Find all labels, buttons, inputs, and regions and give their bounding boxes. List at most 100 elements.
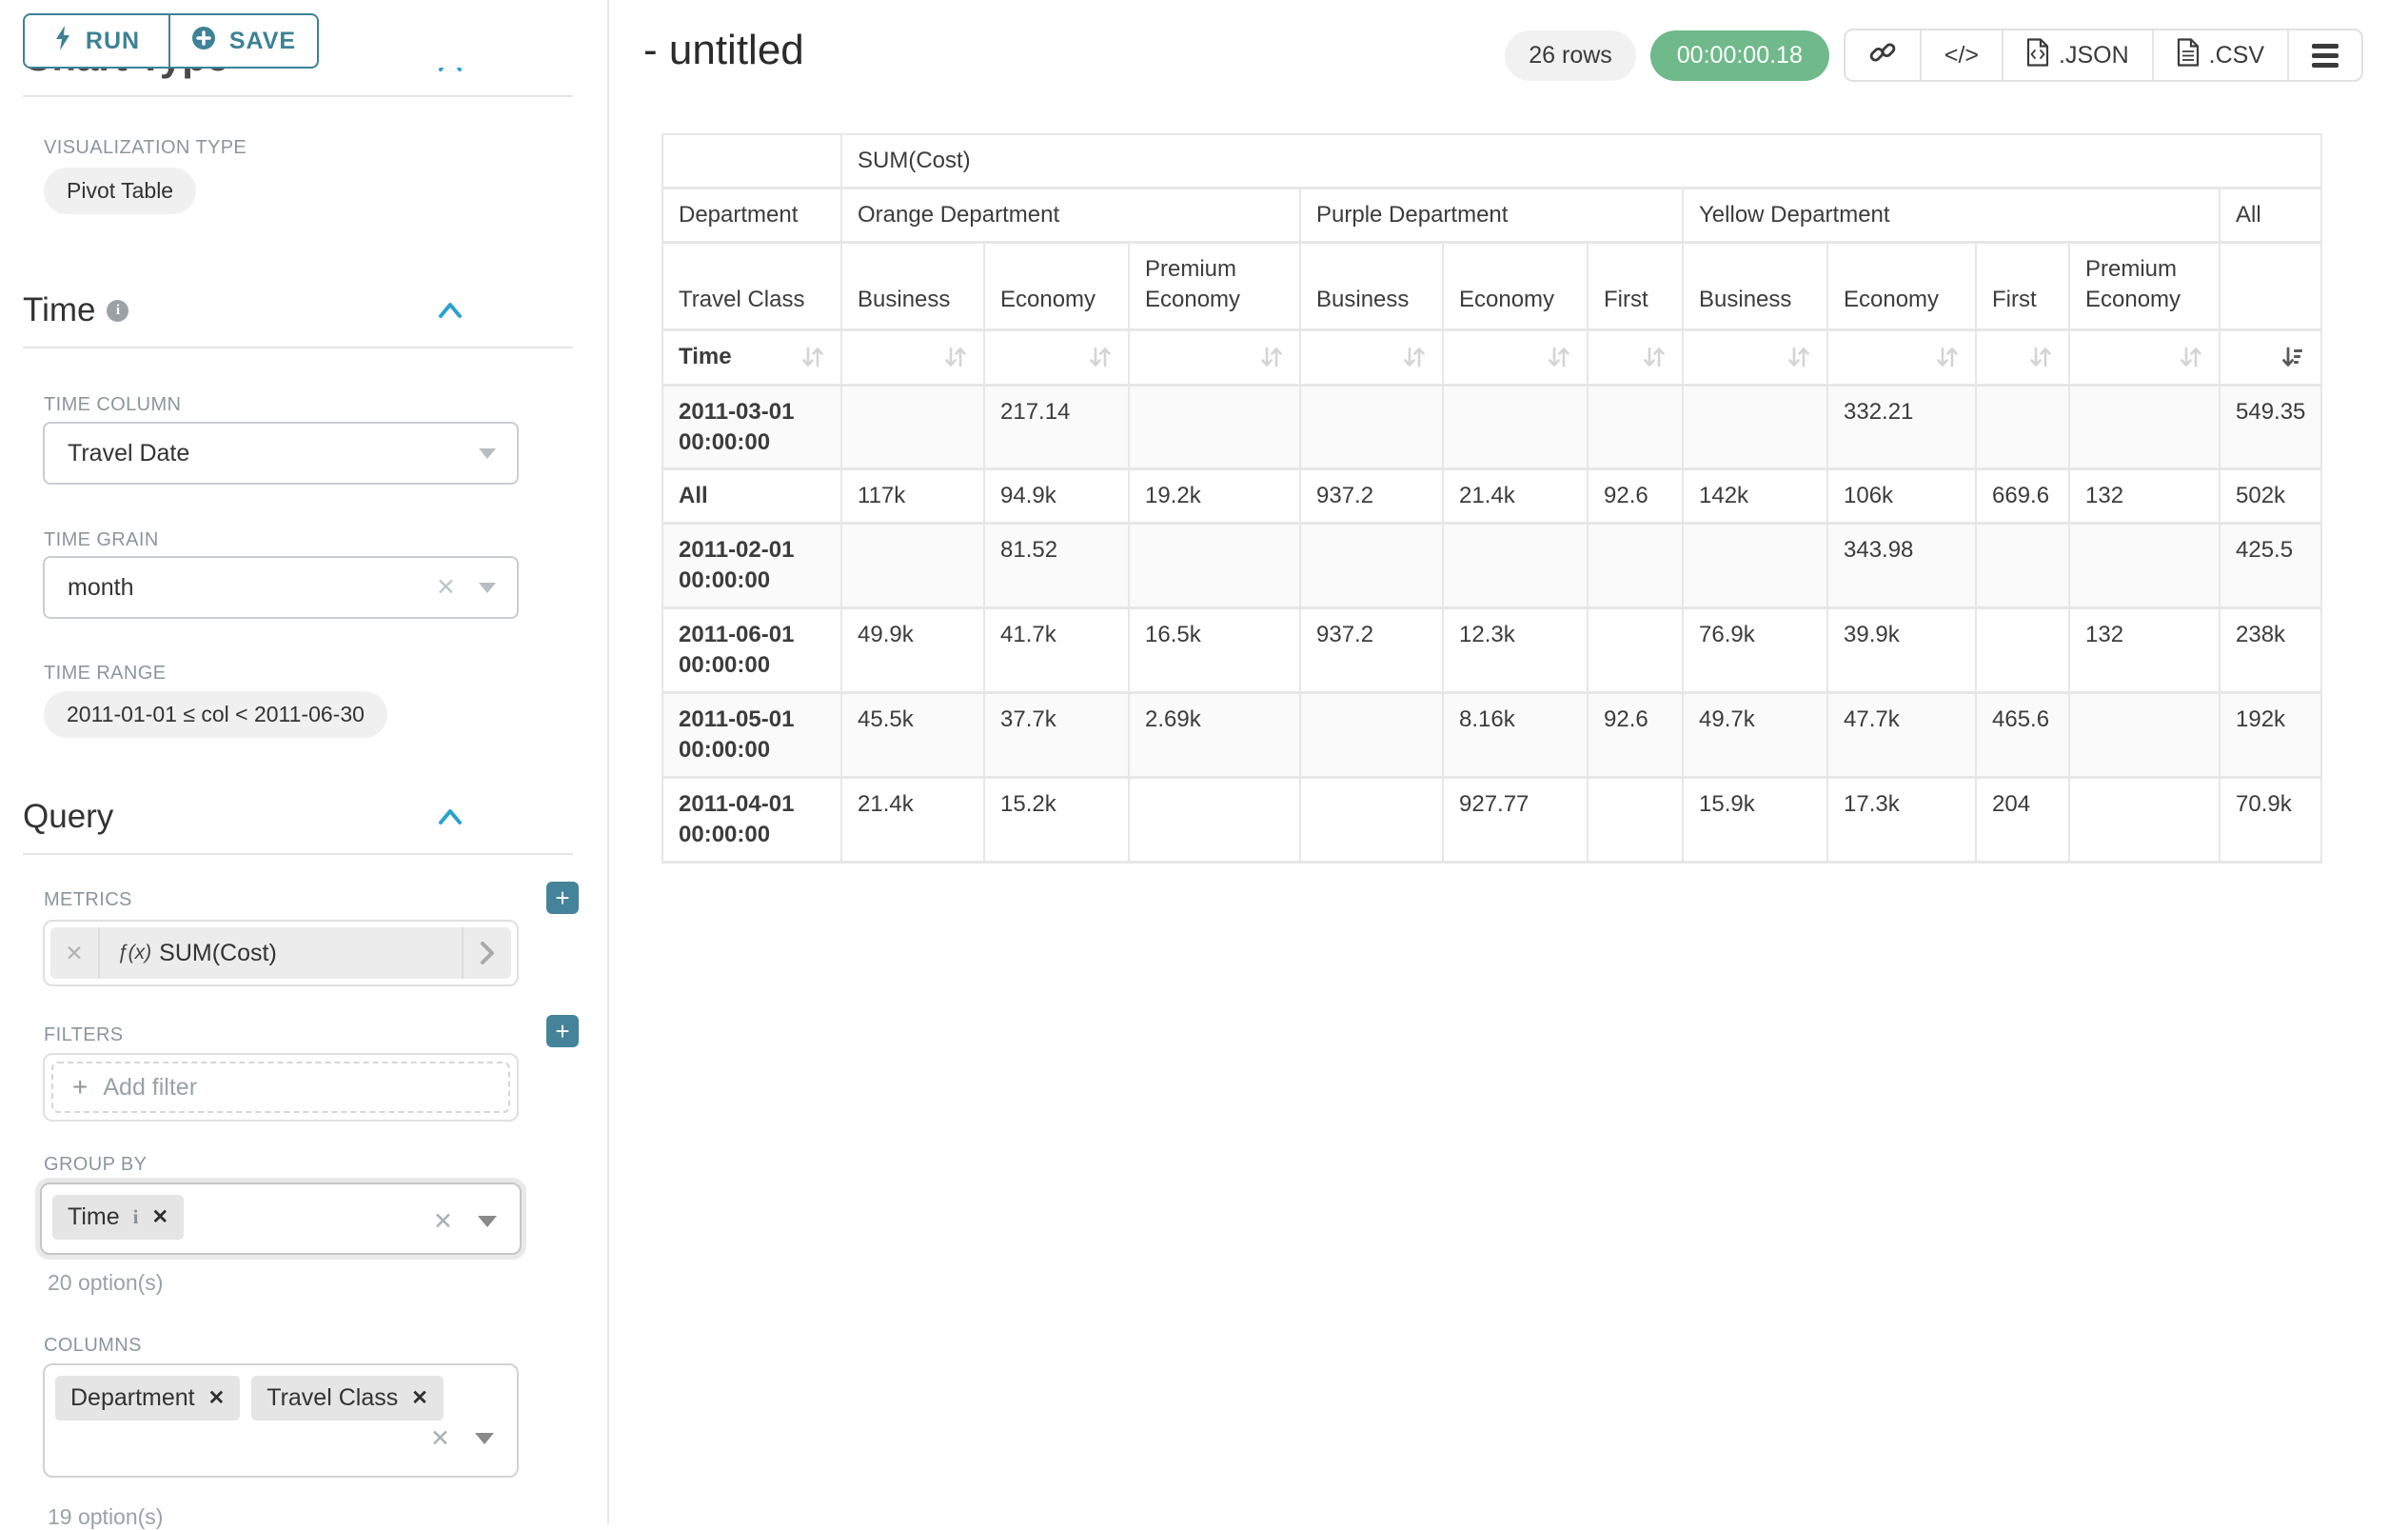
- sort-icon[interactable]: [800, 346, 825, 368]
- time-range-pill[interactable]: 2011-01-01 ≤ col < 2011-06-30: [44, 691, 387, 738]
- remove-tag-icon[interactable]: ✕: [207, 1387, 226, 1409]
- remove-metric-icon[interactable]: ✕: [50, 927, 100, 979]
- run-button[interactable]: RUN: [23, 13, 170, 69]
- department-group-header: Orange Department: [842, 189, 1301, 244]
- clear-icon[interactable]: ✕: [433, 1208, 453, 1235]
- time-range-label: TIME RANGE: [44, 663, 167, 684]
- sort-icon[interactable]: [2028, 346, 2053, 368]
- value-cell: 142k: [1684, 470, 1828, 526]
- add-filter-dropzone[interactable]: + Add filter: [51, 1062, 510, 1113]
- value-cell: [842, 525, 985, 610]
- link-icon: [1868, 38, 1897, 73]
- time-grain-select[interactable]: month ✕: [43, 556, 519, 619]
- section-divider: [23, 853, 573, 855]
- remove-tag-icon[interactable]: ✕: [411, 1387, 428, 1409]
- hamburger-icon: [2312, 43, 2339, 68]
- sort-icon[interactable]: [1642, 346, 1667, 368]
- value-cell: 37.7k: [985, 693, 1130, 779]
- chevron-right-icon[interactable]: [462, 927, 511, 979]
- value-cell: 927.77: [1444, 778, 1589, 864]
- row-label-cell: All: [661, 470, 842, 526]
- query-collapse-chevron-icon[interactable]: [438, 807, 463, 831]
- value-cell: 192k: [2220, 693, 2323, 779]
- value-cell: 47.7k: [1828, 693, 1977, 779]
- plus-circle-icon: [191, 26, 216, 57]
- value-cell: [1130, 525, 1301, 610]
- section-divider: [23, 347, 573, 348]
- value-cell: 132: [2070, 470, 2220, 526]
- info-icon: i: [107, 299, 129, 322]
- group-by-option-count: 20 option(s): [48, 1270, 164, 1295]
- clear-icon[interactable]: ✕: [430, 1425, 450, 1452]
- table-row: 2011-02-01 00:00:00 81.52 343.98 425.5: [661, 525, 2323, 610]
- value-cell: [1301, 693, 1444, 779]
- value-cell: 204: [1977, 778, 2070, 864]
- metric-control: ✕ ƒ(x) SUM(Cost): [43, 920, 519, 986]
- value-cell: [1301, 386, 1444, 471]
- chart-title[interactable]: - untitled: [643, 27, 804, 73]
- selected-value-tag[interactable]: Time i ✕: [52, 1195, 185, 1240]
- time-grain-label: TIME GRAIN: [44, 529, 159, 550]
- filters-label: FILTERS: [44, 1024, 124, 1045]
- metric-header-cell: SUM(Cost): [842, 133, 2323, 189]
- code-icon: </>: [1944, 41, 1980, 69]
- value-cell: [1444, 525, 1589, 610]
- selected-value-tag[interactable]: Department ✕: [55, 1376, 241, 1421]
- row-label-cell: 2011-05-01 00:00:00: [661, 693, 842, 779]
- remove-tag-icon[interactable]: ✕: [151, 1206, 169, 1228]
- table-row: All 117k 94.9k 19.2k 937.2 21.4k 92.6 142k 106k 6…: [661, 470, 2323, 526]
- travel-class-header: [2220, 243, 2323, 331]
- add-metric-button[interactable]: +: [546, 882, 579, 914]
- value-cell: 49.9k: [842, 609, 985, 694]
- export-csv-button[interactable]: .CSV: [2154, 30, 2289, 80]
- group-by-select[interactable]: Time i ✕ ✕: [40, 1182, 522, 1255]
- sort-icon[interactable]: [1402, 346, 1427, 368]
- view-query-button[interactable]: </>: [1922, 30, 2004, 80]
- columns-label: COLUMNS: [44, 1335, 142, 1356]
- value-cell: 94.9k: [985, 470, 1130, 526]
- row-count-badge: 26 rows: [1505, 30, 1636, 81]
- value-cell: [1301, 778, 1444, 864]
- sort-icon[interactable]: [1935, 346, 1960, 368]
- sort-icon[interactable]: [1786, 346, 1811, 368]
- share-link-button[interactable]: [1845, 30, 1922, 80]
- sort-icon[interactable]: [1088, 346, 1113, 368]
- clear-icon[interactable]: ✕: [436, 574, 456, 601]
- time-column-select[interactable]: Travel Date: [43, 422, 519, 485]
- menu-button[interactable]: [2289, 30, 2361, 80]
- travel-class-header: Premium Economy: [1130, 243, 1301, 331]
- value-cell: 15.9k: [1684, 778, 1828, 864]
- department-group-header: Purple Department: [1301, 189, 1684, 244]
- sort-icon[interactable]: [1547, 346, 1571, 368]
- value-cell: 132: [2070, 609, 2220, 694]
- value-cell: [842, 386, 985, 471]
- sort-icon[interactable]: [1259, 346, 1284, 368]
- value-cell: 41.7k: [985, 609, 1130, 694]
- travel-class-header: Premium Economy: [2070, 243, 2220, 331]
- json-file-icon: [2026, 37, 2049, 73]
- value-cell: [2070, 693, 2220, 779]
- value-cell: 49.7k: [1684, 693, 1828, 779]
- columns-select[interactable]: Department ✕ Travel Class ✕ ✕: [43, 1363, 519, 1478]
- value-cell: 2.69k: [1130, 693, 1301, 779]
- add-filter-button[interactable]: +: [546, 1015, 579, 1047]
- chevron-down-icon: [479, 447, 496, 459]
- sort-icon[interactable]: [943, 346, 968, 368]
- save-button[interactable]: SAVE: [168, 13, 319, 69]
- value-cell: [1977, 525, 2070, 610]
- viz-type-pill[interactable]: Pivot Table: [44, 168, 197, 214]
- value-cell: [2070, 778, 2220, 864]
- selected-value-tag[interactable]: Travel Class ✕: [251, 1376, 444, 1421]
- time-collapse-chevron-icon[interactable]: [438, 301, 463, 325]
- row-dimension-header: Department: [661, 189, 842, 244]
- control-panel-sidebar: Chart Type RUN SAVE VISUALIZATION TYPE P…: [0, 0, 609, 1529]
- export-json-button[interactable]: .JSON: [2003, 30, 2154, 80]
- sort-icon[interactable]: [2179, 346, 2203, 368]
- value-cell: [1977, 609, 2070, 694]
- col-dimension-header: Travel Class: [661, 243, 842, 331]
- table-row: 2011-03-01 00:00:00 217.14 332.21 549.35: [661, 386, 2323, 471]
- sort-descending-icon[interactable]: [2280, 346, 2305, 368]
- pivot-corner-cell: [661, 133, 842, 189]
- metric-pill[interactable]: ƒ(x) SUM(Cost): [117, 939, 277, 966]
- group-by-label: GROUP BY: [44, 1154, 148, 1175]
